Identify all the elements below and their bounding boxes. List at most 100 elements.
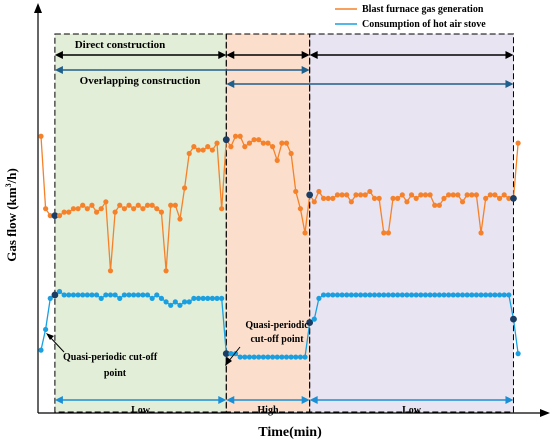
series-1-point-53 [283, 354, 290, 360]
series-1-point-101 [506, 292, 512, 298]
series-0-point-51 [274, 157, 280, 163]
series-0-point-78 [399, 192, 405, 198]
series-1-point-68 [353, 292, 359, 298]
band-1-label: High [257, 405, 279, 416]
cutoff-mid-label-line1: Quasi-periodic [245, 320, 309, 331]
series-0-point-37 [209, 147, 215, 153]
series-0-point-38 [214, 140, 220, 146]
series-0-point-87 [441, 195, 447, 201]
series-1-point-59 [311, 316, 317, 322]
series-0-point-8 [75, 206, 81, 212]
band-2-label: Low [402, 405, 422, 416]
series-0-point-55 [293, 188, 299, 195]
series-1-point-37 [209, 295, 215, 301]
annotations: Quasi-periodic cut-off point Quasi-perio… [46, 320, 309, 379]
series-0-point-17 [117, 202, 123, 208]
series-1-point-33 [191, 295, 197, 301]
series-1-point-40 [222, 350, 230, 357]
series-0-point-11 [89, 202, 95, 208]
series-0-point-34 [195, 147, 202, 153]
cutoff-left-label-line2: point [104, 368, 127, 379]
series-1-point-95 [478, 292, 484, 298]
series-1-point-22 [140, 292, 146, 298]
series-1-point-26 [158, 295, 165, 301]
series-1-point-54 [288, 354, 294, 360]
series-0-point-33 [191, 144, 197, 150]
series-1-point-103 [515, 351, 521, 357]
series-0-point-43 [237, 133, 243, 139]
direct-arrow-1-left-arrow-icon [54, 51, 63, 59]
series-1-point-60 [316, 295, 322, 301]
series-1-point-50 [270, 354, 276, 360]
series-1-point-43 [237, 354, 243, 360]
x-axis-label: Time(min) [258, 425, 322, 440]
series-1-point-67 [348, 292, 354, 298]
series-1-point-62 [325, 292, 331, 298]
cutoff-mid-label-line2: cut-off point [250, 334, 304, 345]
series-0-point-7 [70, 206, 77, 212]
series-0-point-101 [506, 195, 512, 201]
axes [34, 3, 550, 417]
series-1-point-81 [413, 292, 419, 298]
series-0-point-90 [455, 192, 461, 198]
series-1-point-7 [70, 292, 77, 298]
series-1-point-2 [47, 295, 53, 301]
cutoff-left-arrow-line [48, 335, 65, 353]
series-0-point-68 [353, 192, 359, 198]
series-0-point-1 [43, 206, 49, 212]
series-1-point-58 [306, 319, 314, 326]
series-0-point-20 [131, 206, 137, 212]
series-1-point-55 [293, 354, 299, 360]
direct-arrow-1-right-arrow-icon [218, 51, 227, 59]
series-lines [38, 133, 521, 360]
y-axis-label-sup: 3 [4, 183, 13, 187]
series-0-point-60 [316, 188, 322, 195]
series-0-point-94 [473, 192, 480, 198]
series-0-point-72 [371, 195, 378, 201]
cutoff-left-arrow-icon [46, 333, 54, 340]
series-1-point-78 [399, 292, 405, 298]
construction-bands: Direct construction Overlapping construct… [54, 39, 514, 88]
series-0-point-74 [381, 230, 387, 236]
series-0-point-3 [51, 212, 59, 220]
series-1-point-87 [441, 292, 447, 298]
series-0-point-102 [510, 194, 517, 202]
series-0-point-100 [501, 192, 507, 198]
series-0-point-86 [436, 202, 442, 208]
series-0-point-53 [283, 140, 290, 146]
series-1-point-18 [121, 292, 127, 298]
series-1-point-36 [205, 295, 211, 301]
series-1-point-56 [297, 354, 303, 360]
series-0-point-19 [126, 202, 132, 208]
series-1-point-12 [93, 292, 100, 298]
y-axis-label-main: Gas flow (km [4, 187, 19, 262]
series-0-point-54 [288, 150, 294, 157]
series-0-point-36 [205, 144, 211, 150]
series-0-point-97 [487, 192, 493, 198]
direct-arrow-2-left-arrow-icon [226, 51, 235, 59]
series-1-point-13 [98, 295, 104, 301]
series-1-point-17 [117, 295, 123, 301]
region-border-2 [309, 33, 514, 413]
series-0-point-45 [246, 140, 253, 146]
series-1-point-9 [80, 292, 86, 298]
series-0-point-91 [459, 199, 466, 205]
series-0-point-21 [135, 202, 141, 208]
series-0-point-27 [163, 268, 169, 274]
series-1-point-75 [385, 292, 392, 298]
series-0-point-44 [242, 144, 248, 150]
series-0-point-69 [358, 192, 364, 198]
band-0-right-arrow-icon [218, 396, 227, 404]
series-1-point-0 [38, 347, 44, 353]
series-1-point-5 [61, 292, 67, 298]
series-1-point-39 [219, 295, 225, 301]
overlap-arrow-2-right-arrow-icon [505, 80, 514, 88]
series-0-point-79 [404, 199, 410, 205]
series-1-point-100 [501, 292, 507, 298]
series-0-point-59 [311, 199, 317, 205]
series-0-point-42 [232, 133, 239, 139]
series-1-point-1 [43, 326, 49, 333]
series-0-point-39 [219, 206, 225, 212]
series-1-point-24 [149, 295, 155, 301]
